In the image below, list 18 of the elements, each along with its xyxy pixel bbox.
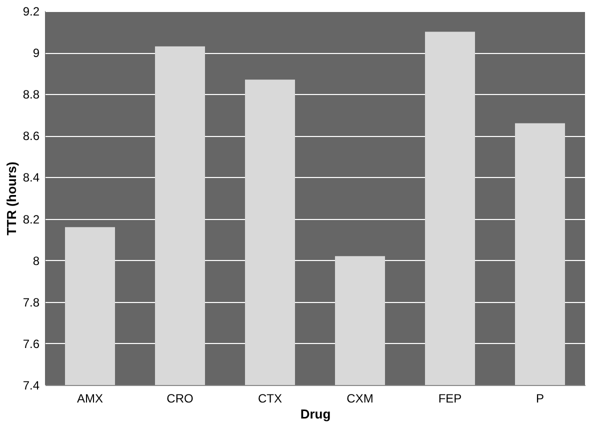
y-tick-label: 8.8 (22, 88, 40, 102)
y-tick-label: 7.8 (22, 295, 40, 310)
y-tick-label: 9 (32, 46, 40, 60)
y-tick-label: 8 (32, 254, 40, 268)
x-tick-label: P (536, 392, 544, 406)
y-tick-label: 9.2 (22, 4, 40, 18)
y-tick-label: 8.2 (22, 212, 40, 226)
x-tick-label: CRO (166, 392, 194, 406)
y-tick-label: 8.6 (22, 129, 40, 144)
x-tick-label: CTX (258, 392, 282, 406)
x-tick-label: CXM (346, 392, 374, 406)
y-tick-label: 8.4 (22, 170, 40, 185)
x-tick-label: FEP (438, 392, 462, 406)
y-tick-label: 7.6 (22, 336, 40, 351)
y-tick-label: 7.4 (22, 378, 40, 392)
x-tick-label: AMX (76, 392, 104, 406)
y-axis-title: TTR (hours) (4, 162, 19, 236)
x-axis-title: Drug (300, 406, 331, 422)
